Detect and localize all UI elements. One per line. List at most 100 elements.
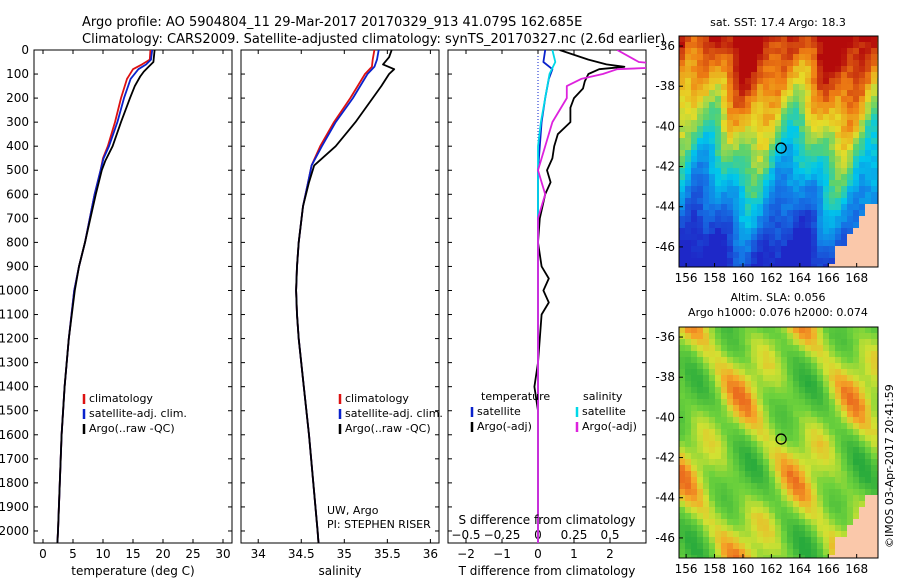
map-cell [721, 150, 728, 157]
map-cell [733, 198, 740, 205]
map-lon-label: 158 [703, 271, 726, 285]
map-cell [847, 513, 854, 520]
map-cell [715, 264, 722, 267]
map-cell [697, 405, 704, 412]
map-cell [769, 168, 776, 175]
legend-entry: satellite [582, 405, 626, 418]
map-cell [811, 252, 818, 259]
map-cell [811, 423, 818, 430]
map-cell [793, 138, 800, 145]
map-cell [769, 180, 776, 187]
map-cell [829, 531, 836, 538]
map-cell [721, 333, 728, 340]
map-cell [841, 363, 848, 370]
map-cell [757, 240, 764, 247]
map-cell [751, 471, 758, 478]
map-cell [703, 327, 710, 334]
map-cell [835, 435, 842, 442]
map-cell [697, 375, 704, 382]
map-cell [835, 387, 842, 394]
map-cell [871, 507, 878, 514]
map-cell [793, 405, 800, 412]
map-cell [853, 357, 860, 364]
map-cell [721, 240, 728, 247]
map-cell [757, 435, 764, 442]
map-cell [685, 387, 692, 394]
map-cell [769, 333, 776, 340]
map-cell [823, 138, 830, 145]
map-cell [871, 234, 878, 241]
map-cell [685, 447, 692, 454]
map-cell [865, 264, 872, 267]
map-cell [823, 132, 830, 139]
map-cell [835, 351, 842, 358]
map-cell [781, 429, 788, 436]
map-cell [805, 489, 812, 496]
map-cell [793, 144, 800, 151]
map-cell [853, 369, 860, 376]
map-cell [787, 405, 794, 412]
map-cell [703, 180, 710, 187]
map-cell [739, 369, 746, 376]
temperature-series [56, 50, 156, 543]
map-cell [865, 513, 872, 520]
map-cell [871, 339, 878, 346]
map-cell [835, 471, 842, 478]
map-cell [733, 120, 740, 127]
figure-title: Argo profile: AO 5904804_11 29-Mar-2017 … [82, 15, 582, 30]
map-cell [769, 465, 776, 472]
map-cell [823, 339, 830, 346]
map-cell [841, 144, 848, 151]
map-cell [739, 363, 746, 370]
map-cell [697, 240, 704, 247]
map-cell [805, 180, 812, 187]
map-cell [691, 459, 698, 466]
map-cell [733, 519, 740, 526]
map-cell [781, 90, 788, 97]
map-cell [811, 513, 818, 520]
map-cell [763, 477, 770, 484]
map-cell [763, 120, 770, 127]
map-cell [835, 228, 842, 235]
map-cell [823, 108, 830, 115]
map-cell [709, 42, 716, 49]
map-cell [763, 210, 770, 217]
map-cell [679, 543, 686, 550]
map-cell [739, 246, 746, 253]
map-cell [853, 258, 860, 265]
map-cell [745, 162, 752, 169]
map-cell [865, 42, 872, 49]
map-cell [865, 90, 872, 97]
map-cell [727, 42, 734, 49]
map-cell [775, 411, 782, 418]
map-cell [739, 204, 746, 211]
map-cell [865, 327, 872, 334]
map-cell [829, 537, 836, 544]
map-cell [679, 36, 686, 43]
map-cell [751, 126, 758, 133]
depth-tick-label: 1500 [0, 404, 29, 418]
map-cell [817, 513, 824, 520]
map-cell [727, 120, 734, 127]
map-cell [745, 555, 752, 558]
map-cell [679, 108, 686, 115]
map-cell [799, 222, 806, 229]
map-cell [679, 411, 686, 418]
map-cell [715, 531, 722, 538]
map-cell [835, 108, 842, 115]
map-cell [853, 507, 860, 514]
map-cell [817, 477, 824, 484]
map-cell [691, 210, 698, 217]
series-line [56, 50, 152, 543]
legend-entry: climatology [345, 392, 409, 405]
map-cell [745, 477, 752, 484]
map-cell [703, 114, 710, 121]
map-cell [847, 90, 854, 97]
map-cell [829, 36, 836, 43]
map-cell [793, 234, 800, 241]
map-cell [799, 543, 806, 550]
map-cell [763, 162, 770, 169]
map-cell [817, 36, 824, 43]
map-cell [811, 363, 818, 370]
map-cell [811, 543, 818, 550]
